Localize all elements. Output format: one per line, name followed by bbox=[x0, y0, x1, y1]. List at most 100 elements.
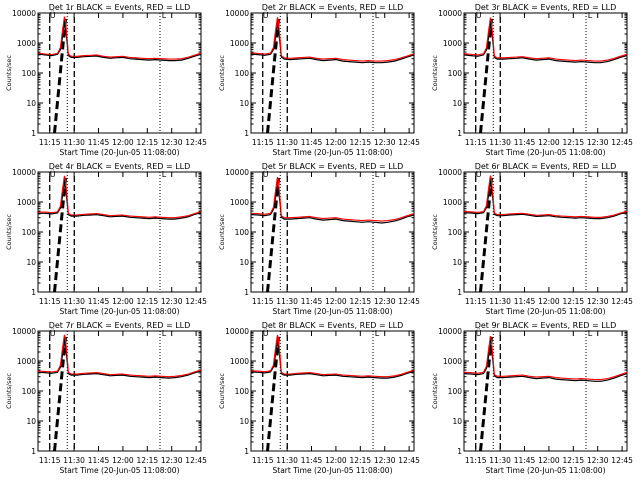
x-tick-label: 12:15 bbox=[350, 456, 372, 465]
top-marker-end: L bbox=[162, 11, 167, 20]
x-tick-label: 12:30 bbox=[587, 456, 609, 465]
panel-det-6r: 1 10 100 1000 10000 11:15 11:30 11:45 12:00 12:15… bbox=[431, 162, 633, 316]
x-tick-label: 11:30 bbox=[489, 138, 511, 147]
x-axis-label: Start Time (20-Jun-05 11:08:00) bbox=[486, 307, 606, 316]
y-axis-label: Counts/sec bbox=[431, 373, 439, 409]
interval-hatch-line bbox=[266, 177, 280, 293]
top-marker-end: L bbox=[588, 11, 593, 20]
x-tick-label: 12:30 bbox=[161, 456, 183, 465]
y-tick-label: 100 bbox=[235, 69, 250, 78]
y-tick-label: 1000 bbox=[230, 39, 249, 48]
lld-series-line bbox=[37, 16, 202, 60]
top-marker-flare: Ü bbox=[50, 169, 56, 179]
y-tick-label: 1 bbox=[244, 447, 249, 456]
y-tick-label: 10000 bbox=[438, 9, 462, 18]
x-tick-label: 11:15 bbox=[252, 138, 274, 147]
x-tick-label: 12:45 bbox=[611, 297, 633, 306]
x-tick-label: 12:45 bbox=[185, 456, 207, 465]
panel-det-3r: 1 10 100 1000 10000 11:15 11:30 11:45 12:00 12:15… bbox=[431, 3, 633, 157]
x-tick-label: 12:15 bbox=[137, 297, 159, 306]
x-tick-label: 11:30 bbox=[276, 138, 298, 147]
y-tick-label: 100 bbox=[448, 69, 463, 78]
x-tick-label: 12:15 bbox=[350, 138, 372, 147]
y-tick-label: 1000 bbox=[230, 357, 249, 366]
y-axis-label: Counts/sec bbox=[5, 214, 13, 250]
top-marker-flare: Ü bbox=[263, 10, 269, 20]
x-tick-label: 12:00 bbox=[325, 456, 347, 465]
panel-title: Det 7r BLACK = Events, RED = LLD bbox=[49, 321, 191, 330]
x-tick-label: 12:30 bbox=[587, 138, 609, 147]
y-tick-label: 1000 bbox=[443, 198, 462, 207]
lld-series-line bbox=[38, 175, 202, 219]
y-tick-label: 10000 bbox=[225, 9, 249, 18]
events-series-line bbox=[38, 182, 202, 220]
x-axis-label: Start Time (20-Jun-05 11:08:00) bbox=[60, 466, 180, 475]
y-tick-label: 10 bbox=[239, 417, 249, 426]
y-tick-label: 10 bbox=[452, 258, 462, 267]
y-tick-label: 10 bbox=[239, 258, 249, 267]
x-tick-label: 11:15 bbox=[39, 297, 61, 306]
y-tick-label: 10 bbox=[26, 99, 36, 108]
x-tick-label: 12:30 bbox=[161, 138, 183, 147]
y-axis-label: Counts/sec bbox=[218, 373, 226, 409]
lld-series-line bbox=[250, 176, 415, 222]
x-axis-label: Start Time (20-Jun-05 11:08:00) bbox=[60, 307, 180, 316]
panel-det-7r: 1 10 100 1000 10000 11:15 11:30 11:45 12:00 12:15… bbox=[5, 321, 207, 475]
x-tick-label: 11:45 bbox=[301, 138, 323, 147]
x-tick-label: 12:15 bbox=[137, 456, 159, 465]
top-marker-end: L bbox=[375, 329, 380, 338]
x-tick-label: 12:15 bbox=[563, 456, 585, 465]
x-tick-label: 12:30 bbox=[374, 456, 396, 465]
y-tick-label: 1 bbox=[457, 447, 462, 456]
y-axis-label: Counts/sec bbox=[218, 214, 226, 250]
y-axis-label: Counts/sec bbox=[431, 214, 439, 250]
y-tick-label: 100 bbox=[235, 228, 250, 237]
lld-series-line bbox=[463, 335, 628, 381]
y-tick-label: 10 bbox=[452, 417, 462, 426]
x-tick-label: 12:15 bbox=[350, 297, 372, 306]
events-series-line bbox=[250, 341, 415, 379]
y-tick-label: 10000 bbox=[438, 168, 462, 177]
y-tick-label: 1 bbox=[31, 129, 36, 138]
top-marker-end: L bbox=[588, 329, 593, 338]
x-tick-label: 12:45 bbox=[398, 297, 420, 306]
lld-series-line bbox=[250, 17, 415, 62]
x-tick-label: 11:15 bbox=[39, 456, 61, 465]
x-tick-label: 12:30 bbox=[161, 297, 183, 306]
panel-det-2r: 1 10 100 1000 10000 11:15 11:30 11:45 12:00 12:15… bbox=[218, 3, 420, 157]
y-tick-label: 100 bbox=[22, 69, 37, 78]
x-tick-label: 11:15 bbox=[465, 297, 487, 306]
events-series-line bbox=[463, 342, 628, 382]
x-tick-label: 11:15 bbox=[39, 138, 61, 147]
x-tick-label: 11:45 bbox=[514, 297, 536, 306]
x-tick-label: 12:45 bbox=[185, 297, 207, 306]
y-tick-label: 1000 bbox=[17, 357, 36, 366]
events-series-line bbox=[463, 24, 628, 64]
y-tick-label: 1 bbox=[457, 288, 462, 297]
top-marker-end: L bbox=[162, 329, 167, 338]
panel-det-9r: 1 10 100 1000 10000 11:15 11:30 11:45 12:00 12:15… bbox=[431, 321, 633, 475]
top-marker-flare: Ü bbox=[476, 328, 482, 338]
interval-hatch-line bbox=[479, 18, 493, 134]
x-tick-label: 11:45 bbox=[88, 297, 110, 306]
x-tick-label: 11:30 bbox=[489, 297, 511, 306]
top-marker-flare: Ü bbox=[50, 328, 56, 338]
top-marker-flare: Ü bbox=[50, 10, 56, 20]
top-marker-flare: Ü bbox=[263, 169, 269, 179]
lld-series-line bbox=[37, 334, 202, 378]
x-axis-label: Start Time (20-Jun-05 11:08:00) bbox=[486, 466, 606, 475]
y-axis-label: Counts/sec bbox=[218, 55, 226, 91]
x-tick-label: 12:00 bbox=[112, 297, 134, 306]
x-tick-label: 12:45 bbox=[398, 456, 420, 465]
x-tick-label: 11:45 bbox=[514, 456, 536, 465]
events-series-line bbox=[37, 341, 202, 379]
y-tick-label: 10000 bbox=[225, 168, 249, 177]
x-tick-label: 12:15 bbox=[137, 138, 159, 147]
events-series-line bbox=[37, 22, 202, 62]
y-tick-label: 1000 bbox=[443, 357, 462, 366]
x-tick-label: 11:30 bbox=[489, 456, 511, 465]
panel-title: Det 9r BLACK = Events, RED = LLD bbox=[475, 321, 617, 330]
interval-hatch-line bbox=[53, 336, 67, 452]
panel-title: Det 3r BLACK = Events, RED = LLD bbox=[475, 3, 617, 12]
